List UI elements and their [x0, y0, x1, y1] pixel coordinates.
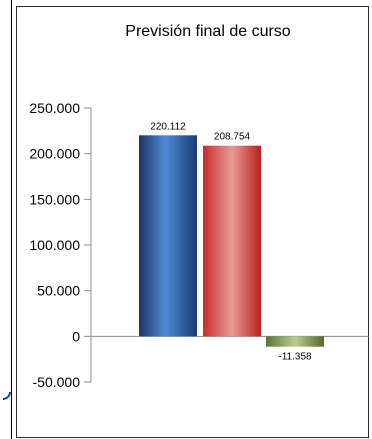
chart-title: Previsión final de curso — [125, 23, 291, 40]
y-tick-label: 200.000 — [29, 146, 80, 162]
y-tick-label: 50.000 — [37, 283, 80, 299]
y-tick-label: 100.000 — [29, 237, 80, 253]
bar-data-label: 220.112 — [150, 121, 186, 132]
bar — [139, 135, 197, 337]
bar-data-label: 208.754 — [214, 132, 251, 143]
y-tick-label: 0 — [72, 328, 80, 344]
y-tick-label: -50.000 — [33, 374, 81, 390]
bar — [266, 336, 324, 347]
bar-data-label: -11.358 — [278, 352, 312, 363]
y-tick-label: 250.000 — [29, 100, 80, 116]
left-side-panel — [0, 0, 12, 439]
bar — [203, 145, 261, 337]
y-tick-label: 150.000 — [29, 191, 80, 207]
